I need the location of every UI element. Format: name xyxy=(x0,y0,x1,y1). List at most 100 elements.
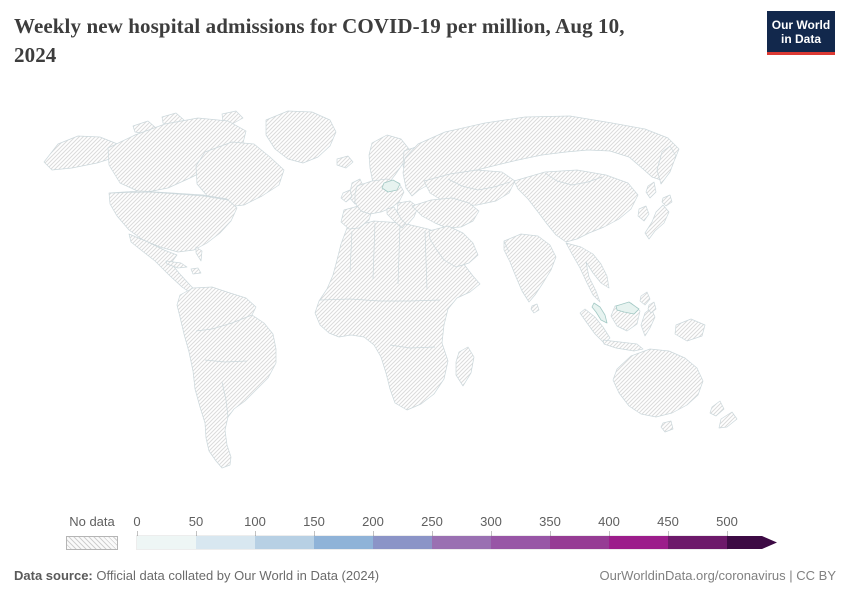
country-shape-new-guinea[interactable] xyxy=(674,318,706,342)
footer-source-label: Data source: xyxy=(14,568,93,583)
legend-bin[interactable] xyxy=(432,536,491,549)
country-shape-usa[interactable] xyxy=(108,190,238,253)
legend-no-data-swatch[interactable] xyxy=(66,536,118,550)
legend-tick-mark xyxy=(491,531,492,536)
border-line xyxy=(389,344,436,349)
legend-bin[interactable] xyxy=(196,536,255,549)
border-line xyxy=(204,359,248,363)
legend-tick-mark xyxy=(255,531,256,536)
page-title-line1: Weekly new hospital admissions for COVID… xyxy=(14,14,625,38)
legend-tick-label: 200 xyxy=(362,514,384,529)
legend-tick-label: 500 xyxy=(716,514,738,529)
country-shape-japan[interactable] xyxy=(644,204,670,240)
country-shape-italy[interactable] xyxy=(386,206,407,229)
border-line xyxy=(319,298,441,302)
legend-tick-label: 250 xyxy=(421,514,443,529)
country-shape-indochina[interactable] xyxy=(565,242,610,303)
owid-logo-line2: in Data xyxy=(780,32,821,46)
legend-tick-mark xyxy=(137,531,138,536)
country-shape-middle-east[interactable] xyxy=(411,197,480,229)
legend-colorbar[interactable] xyxy=(136,535,728,550)
country-shape-sulawesi[interactable] xyxy=(640,307,656,337)
country-shape-arabia[interactable] xyxy=(428,225,479,268)
owid-logo-line1: Our World xyxy=(771,18,831,32)
country-shape-australia[interactable] xyxy=(612,348,704,418)
legend-bin[interactable] xyxy=(491,536,550,549)
footer-source: Data source: Official data collated by O… xyxy=(14,568,379,583)
country-shape-new-zealand[interactable] xyxy=(709,400,725,417)
country-shape-malaysia-borneo-highlight[interactable] xyxy=(615,301,640,315)
country-shape-sri-lanka[interactable] xyxy=(530,303,540,314)
country-shape-tasmania[interactable] xyxy=(660,420,674,433)
country-shape-philippines[interactable] xyxy=(647,301,657,314)
country-shape-canada-east[interactable] xyxy=(195,141,285,208)
legend-no-data: No data xyxy=(66,514,118,550)
country-shape-hispaniola[interactable] xyxy=(190,267,202,275)
legend-tick-label: 400 xyxy=(598,514,620,529)
page-title: Weekly new hospital admissions for COVID… xyxy=(14,12,754,70)
owid-logo[interactable]: Our World in Data xyxy=(767,11,835,55)
border-line xyxy=(424,230,428,290)
country-shape-greenland[interactable] xyxy=(265,110,337,164)
legend-no-data-label: No data xyxy=(69,514,115,529)
country-shape-india[interactable] xyxy=(503,233,557,303)
country-shape-south-america[interactable] xyxy=(176,286,277,469)
legend-tick-mark xyxy=(196,531,197,536)
country-shape-sakhalin[interactable] xyxy=(645,181,657,199)
legend-bin[interactable] xyxy=(255,536,314,549)
legend-tick-label: 350 xyxy=(539,514,561,529)
footer-source-text: Official data collated by Our World in D… xyxy=(92,568,380,583)
country-borders-group xyxy=(109,172,603,418)
legend-tick-label: 0 xyxy=(133,514,141,529)
border-line xyxy=(544,172,603,186)
legend-bin[interactable] xyxy=(609,536,668,549)
legend-tick-label: 100 xyxy=(244,514,266,529)
legend-tick-label: 300 xyxy=(480,514,502,529)
country-shape-madagascar[interactable] xyxy=(455,346,475,387)
legend-bin[interactable] xyxy=(314,536,373,549)
legend-tick-mark xyxy=(727,531,728,536)
country-shape-sumatra[interactable] xyxy=(579,308,611,344)
country-shape-new-zealand[interactable] xyxy=(718,411,738,429)
legend-tick-mark xyxy=(432,531,433,536)
country-shape-korea[interactable] xyxy=(637,205,650,222)
footer: Data source: Official data collated by O… xyxy=(14,568,836,583)
page-title-line2: 2024 xyxy=(14,43,57,67)
border-line xyxy=(447,178,511,191)
legend-bin[interactable] xyxy=(373,536,432,549)
highlighted-countries-group xyxy=(381,179,640,324)
country-shape-florida[interactable] xyxy=(195,246,203,262)
legend-colorbar-container: 0 50 100 150 200 250 300 350 400 450 500 xyxy=(133,514,797,550)
country-shape-philippines[interactable] xyxy=(639,291,651,306)
border-line xyxy=(503,240,510,253)
country-shape-iceland[interactable] xyxy=(336,155,354,169)
legend-bin[interactable] xyxy=(137,536,196,549)
legend-bin[interactable] xyxy=(668,536,727,549)
border-line xyxy=(349,230,353,273)
legend-tick-mark xyxy=(609,531,610,536)
country-shape-china[interactable] xyxy=(513,169,639,243)
border-line xyxy=(195,314,253,332)
country-shape-malaysia-peninsula-highlight[interactable] xyxy=(591,302,608,324)
legend-tick-mark xyxy=(550,531,551,536)
border-line xyxy=(109,191,229,201)
country-shape-kamchatka[interactable] xyxy=(656,145,677,185)
country-shape-hokkaido[interactable] xyxy=(661,194,673,207)
footer-link[interactable]: OurWorldinData.org/coronavirus | CC BY xyxy=(599,568,836,583)
country-shape-czechia-highlight[interactable] xyxy=(381,179,401,193)
legend-tick-label: 50 xyxy=(188,514,204,529)
legend-colorbar-arrow[interactable] xyxy=(727,536,777,549)
country-shape-cuba[interactable] xyxy=(165,260,188,269)
legend-tick-mark xyxy=(314,531,315,536)
legend-tick-mark xyxy=(668,531,669,536)
legend-tick-mark xyxy=(373,531,374,536)
country-shape-ireland[interactable] xyxy=(340,189,353,203)
legend-tick-label: 150 xyxy=(303,514,325,529)
border-line xyxy=(372,222,376,280)
border-line xyxy=(397,224,401,285)
country-shape-java[interactable] xyxy=(602,339,644,352)
border-line xyxy=(221,381,229,418)
legend-bin[interactable] xyxy=(550,536,609,549)
legend-tick-label: 450 xyxy=(657,514,679,529)
